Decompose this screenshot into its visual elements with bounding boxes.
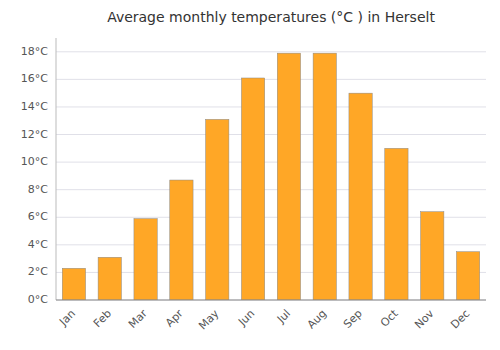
- y-tick-label: 16°C: [21, 72, 48, 85]
- x-tick-label: Feb: [91, 307, 114, 330]
- bar: [421, 212, 444, 300]
- y-tick-label: 8°C: [28, 183, 48, 196]
- x-tick-label: Apr: [163, 307, 186, 330]
- bar: [456, 252, 479, 300]
- grid-line: [56, 162, 486, 163]
- x-tick-label: Jul: [274, 307, 293, 326]
- y-tick-label: 12°C: [21, 128, 48, 141]
- y-grid: [56, 52, 486, 300]
- bar: [241, 78, 264, 300]
- grid-line: [56, 300, 486, 301]
- y-tick-label: 4°C: [28, 238, 48, 251]
- bar: [206, 119, 229, 300]
- y-tick-labels: 0°C 2°C 4°C 6°C 8°C 10°C 12°C 14°C 16°C 18°C: [21, 45, 48, 306]
- y-tick-label: 2°C: [28, 265, 48, 278]
- bar: [170, 180, 193, 300]
- title: Average monthly temperatures (°C ) in He…: [107, 9, 435, 25]
- bar: [62, 268, 85, 300]
- page: {"chart_data": {"type": "bar", "title": …: [0, 0, 500, 350]
- bar: [385, 148, 408, 300]
- bar: [349, 93, 372, 300]
- x-tick-label: Mar: [126, 307, 150, 331]
- x-tick-label: Jan: [56, 307, 78, 329]
- y-tick-label: 18°C: [21, 45, 48, 58]
- bar: [134, 219, 157, 300]
- x-tick-label: Aug: [305, 307, 329, 331]
- chart: 0°C 2°C 4°C 6°C 8°C 10°C 12°C 14°C 16°C 18°C Jan Fe…: [0, 0, 500, 350]
- x-tick-label: Oct: [378, 307, 401, 330]
- x-tick-label: Jun: [235, 307, 257, 329]
- y-axis-line: [56, 38, 57, 300]
- y-tick-label: 0°C: [28, 293, 48, 306]
- x-tick-label: Dec: [448, 307, 472, 331]
- bar: [313, 53, 336, 300]
- y-tick-label: 10°C: [21, 155, 48, 168]
- x-axis-line: [56, 300, 486, 301]
- x-tick-labels: Jan Feb Mar Apr May Jun Jul Aug Sep Oct Nov Dec: [56, 307, 472, 333]
- bars: [62, 53, 479, 300]
- x-tick-label: May: [196, 307, 222, 333]
- grid-line: [56, 106, 486, 107]
- grid-line: [56, 189, 486, 190]
- y-tick-label: 6°C: [28, 210, 48, 223]
- y-tick-label: 14°C: [21, 100, 48, 113]
- grid-line: [56, 134, 486, 135]
- bar: [277, 53, 300, 300]
- grid-line: [56, 79, 486, 80]
- bar: [98, 257, 121, 300]
- grid-line: [56, 51, 486, 52]
- x-tick-label: Sep: [341, 307, 365, 331]
- x-tick-label: Nov: [412, 307, 437, 332]
